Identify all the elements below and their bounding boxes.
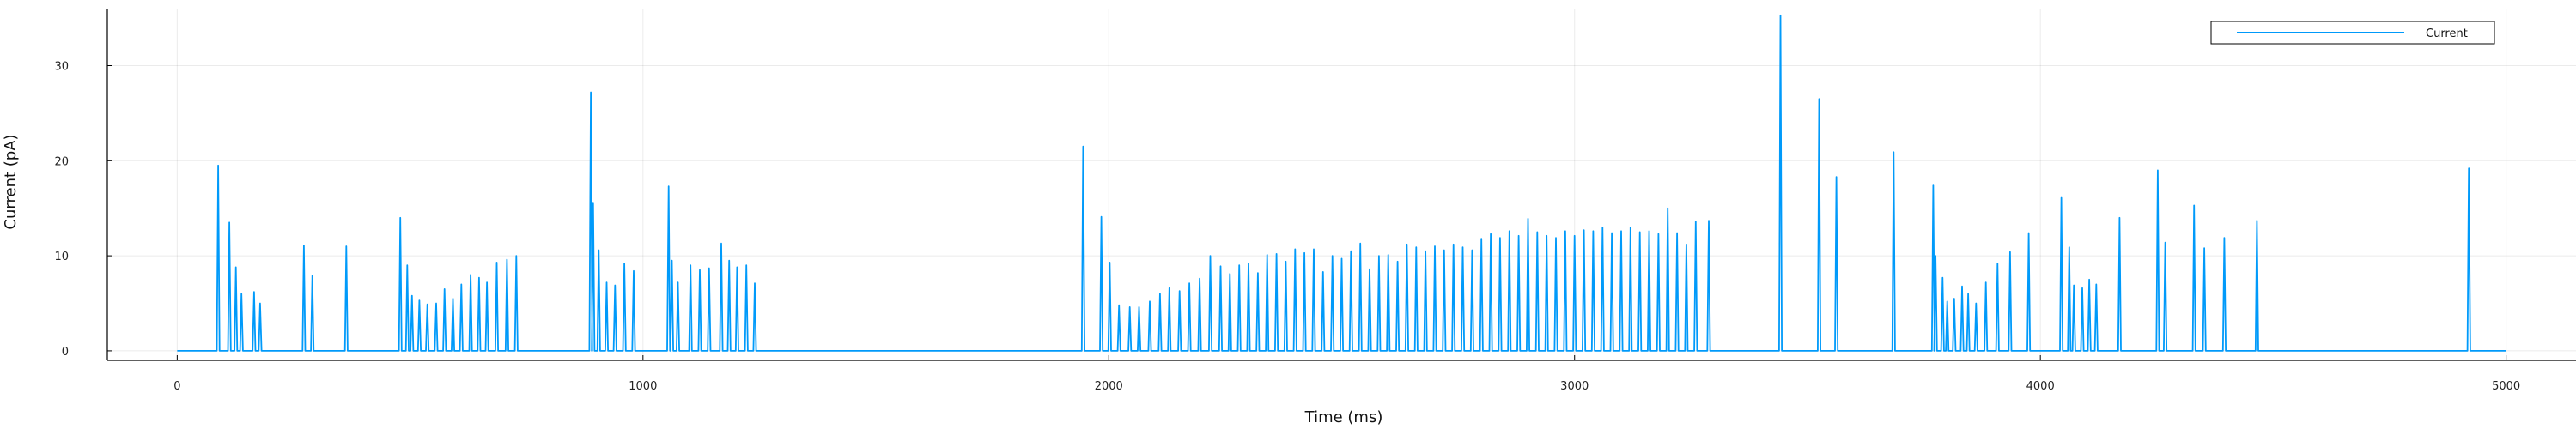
x-tick-label: 1000 xyxy=(629,380,657,393)
y-axis-label: Current (pA) xyxy=(2,134,20,229)
x-tick-label: 0 xyxy=(173,380,180,393)
legend-label: Current xyxy=(2426,27,2468,40)
x-tick-label: 3000 xyxy=(1560,380,1589,393)
legend: Current xyxy=(2210,21,2495,45)
plot-area xyxy=(177,14,2506,352)
ticks: 0 1000 2000 3000 4000 5000 0 10 20 30 xyxy=(54,60,2520,393)
x-tick-label: 4000 xyxy=(2026,380,2055,393)
y-tick-label: 30 xyxy=(54,60,69,73)
x-axis-label: Time (ms) xyxy=(1304,408,1383,426)
x-tick-label: 2000 xyxy=(1095,380,1123,393)
y-tick-label: 0 xyxy=(62,346,69,359)
y-tick-label: 20 xyxy=(54,155,69,168)
axes xyxy=(106,9,2576,361)
x-tick-label: 5000 xyxy=(2492,380,2520,393)
series-line-current xyxy=(177,14,2506,352)
y-tick-label: 10 xyxy=(54,251,69,263)
